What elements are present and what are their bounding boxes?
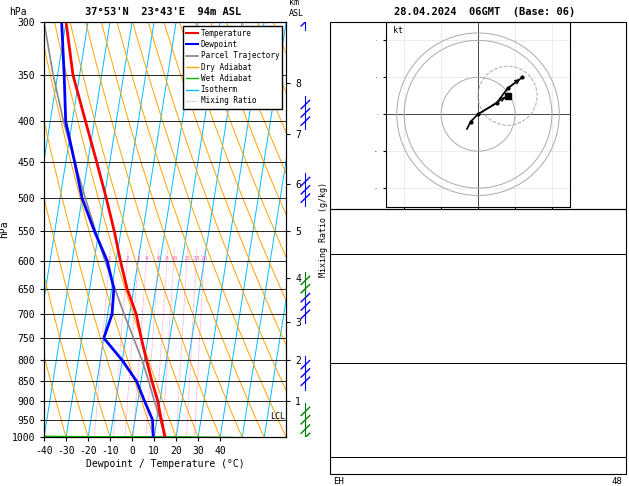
Text: 1: 1 <box>108 256 111 261</box>
Text: CIN (J): CIN (J) <box>333 446 371 455</box>
Text: Pressure (mb): Pressure (mb) <box>333 383 403 393</box>
Text: kt: kt <box>393 26 403 35</box>
Text: Most Unstable: Most Unstable <box>443 368 513 377</box>
Text: 28.04.2024  06GMT  (Base: 06): 28.04.2024 06GMT (Base: 06) <box>394 7 575 17</box>
Text: Hodograph: Hodograph <box>454 461 502 470</box>
Text: 4: 4 <box>145 256 148 261</box>
Text: 308: 308 <box>606 306 623 315</box>
Text: 7: 7 <box>617 321 623 330</box>
Text: 0: 0 <box>617 446 623 455</box>
Text: CIN (J): CIN (J) <box>333 352 371 362</box>
Text: 6: 6 <box>156 256 160 261</box>
Text: 7: 7 <box>617 415 623 424</box>
Text: 308: 308 <box>606 399 623 408</box>
Text: 0: 0 <box>617 352 623 362</box>
Text: LCL: LCL <box>270 412 285 420</box>
Text: 20: 20 <box>192 256 200 261</box>
Text: 3: 3 <box>136 256 140 261</box>
Text: EH: EH <box>333 477 344 486</box>
Legend: Temperature, Dewpoint, Parcel Trajectory, Dry Adiabat, Wet Adiabat, Isotherm, Mi: Temperature, Dewpoint, Parcel Trajectory… <box>183 26 282 108</box>
Text: Lifted Index: Lifted Index <box>333 415 398 424</box>
Text: 10: 10 <box>170 256 177 261</box>
Text: 1.18: 1.18 <box>601 243 623 253</box>
Text: 0: 0 <box>617 337 623 346</box>
Text: 1006: 1006 <box>601 383 623 393</box>
Text: θₑ(K): θₑ(K) <box>333 306 360 315</box>
Text: 15: 15 <box>183 256 191 261</box>
Text: -6: -6 <box>612 212 623 222</box>
Text: Totals Totals: Totals Totals <box>333 228 403 237</box>
Text: 31: 31 <box>612 228 623 237</box>
Y-axis label: hPa: hPa <box>0 221 9 239</box>
Text: Temp (°C): Temp (°C) <box>333 275 382 284</box>
X-axis label: Dewpoint / Temperature (°C): Dewpoint / Temperature (°C) <box>86 459 245 469</box>
Text: K: K <box>333 212 339 222</box>
Text: 9.6: 9.6 <box>606 290 623 299</box>
Text: hPa: hPa <box>9 7 27 17</box>
Text: 8: 8 <box>165 256 169 261</box>
Text: Mixing Ratio (g/kg): Mixing Ratio (g/kg) <box>320 182 328 277</box>
Text: Lifted Index: Lifted Index <box>333 321 398 330</box>
Text: Dewp (°C): Dewp (°C) <box>333 290 382 299</box>
Text: © weatheronline.co.uk: © weatheronline.co.uk <box>426 462 530 471</box>
Text: km
ASL: km ASL <box>289 0 304 17</box>
Text: θₑ (K): θₑ (K) <box>333 399 365 408</box>
Text: 25: 25 <box>200 256 208 261</box>
Text: 48: 48 <box>612 477 623 486</box>
Text: CAPE (J): CAPE (J) <box>333 337 376 346</box>
Text: 15: 15 <box>612 275 623 284</box>
Text: 2: 2 <box>125 256 129 261</box>
Text: Surface: Surface <box>459 259 497 268</box>
Text: PW (cm): PW (cm) <box>333 243 371 253</box>
Text: 37°53'N  23°43'E  94m ASL: 37°53'N 23°43'E 94m ASL <box>86 7 242 17</box>
Text: CAPE (J): CAPE (J) <box>333 430 376 439</box>
Text: 0: 0 <box>617 430 623 439</box>
